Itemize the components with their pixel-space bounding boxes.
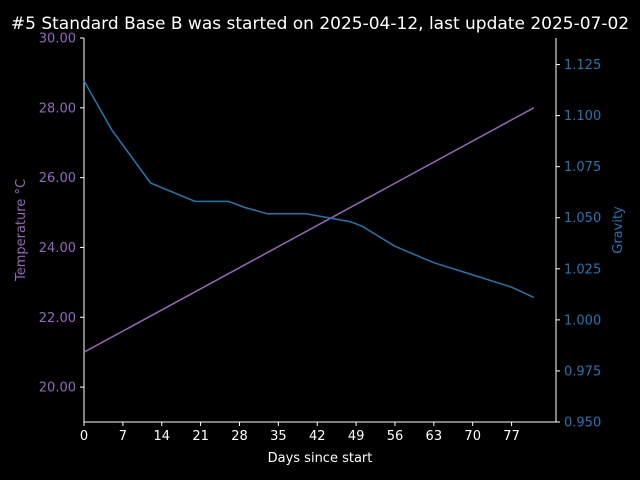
right-y-tick-label: 1.025	[564, 262, 601, 277]
right-y-tick-label: 1.050	[564, 211, 601, 226]
chart-title: #5 Standard Base B was started on 2025-0…	[11, 14, 629, 34]
right-y-tick-label: 0.975	[564, 364, 601, 379]
right-y-axis-label: Gravity	[611, 206, 626, 254]
x-tick-label: 77	[503, 429, 520, 444]
x-tick-label: 35	[270, 429, 287, 444]
x-tick-label: 63	[426, 429, 443, 444]
x-tick-label: 49	[348, 429, 365, 444]
right-y-tick-label: 1.100	[564, 109, 601, 124]
x-tick-label: 70	[464, 429, 481, 444]
left-y-tick-label: 26.00	[39, 171, 76, 186]
right-y-tick-label: 1.075	[564, 160, 601, 175]
x-axis-label: Days since start	[268, 451, 373, 466]
left-y-axis-label: Temperature °C	[14, 179, 29, 282]
left-y-tick-label: 28.00	[39, 101, 76, 116]
left-y-tick-label: 24.00	[39, 241, 76, 256]
right-y-tick-label: 0.950	[564, 416, 601, 431]
x-tick-label: 28	[231, 429, 248, 444]
x-tick-label: 7	[119, 429, 127, 444]
plot-area: 0 7 14 21 28 35 42 49 56 63 70 77 20.00 22.00 24.00 26.…	[39, 32, 601, 445]
left-y-tick-label: 20.00	[39, 381, 76, 396]
left-y-tick-label: 22.00	[39, 311, 76, 326]
x-tick-label: 56	[387, 429, 404, 444]
left-y-tick-label: 30.00	[39, 32, 76, 47]
x-tick-label: 0	[80, 429, 88, 444]
x-tick-label: 14	[153, 429, 170, 444]
right-y-tick-label: 1.125	[564, 58, 601, 73]
x-tick-label: 21	[192, 429, 209, 444]
x-tick-label: 42	[309, 429, 326, 444]
temperature-series-line	[83, 107, 535, 353]
gravity-series-line	[83, 80, 535, 299]
right-y-tick-label: 1.000	[564, 313, 601, 328]
